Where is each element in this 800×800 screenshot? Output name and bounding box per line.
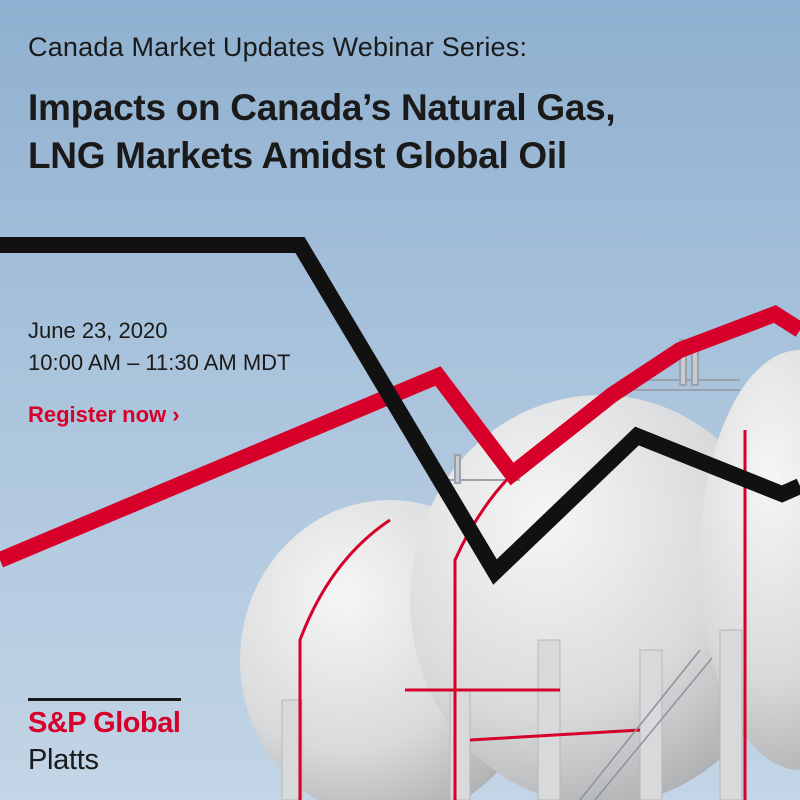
register-now-link[interactable]: Register now › [28,402,180,427]
webinar-title: Impacts on Canada’s Natural Gas, LNG Mar… [28,84,768,180]
tank-supports [281,629,743,800]
title-line-2: LNG Markets Amidst Global Oil [28,135,567,176]
logo-rule [28,698,181,701]
black-trend-line [0,237,800,585]
red-piping [298,418,747,800]
event-date: June 23, 2020 [28,318,168,343]
staircase [579,649,713,800]
logo-subbrand: Platts [28,744,99,776]
title-line-1: Impacts on Canada’s Natural Gas, [28,87,616,128]
lng-tank-center [410,395,790,800]
red-trend-line [0,305,800,568]
logo-brand: S&P Global [28,707,181,739]
event-time: 10:00 AM – 11:30 AM MDT [28,350,291,375]
series-heading: Canada Market Updates Webinar Series: [28,32,528,62]
